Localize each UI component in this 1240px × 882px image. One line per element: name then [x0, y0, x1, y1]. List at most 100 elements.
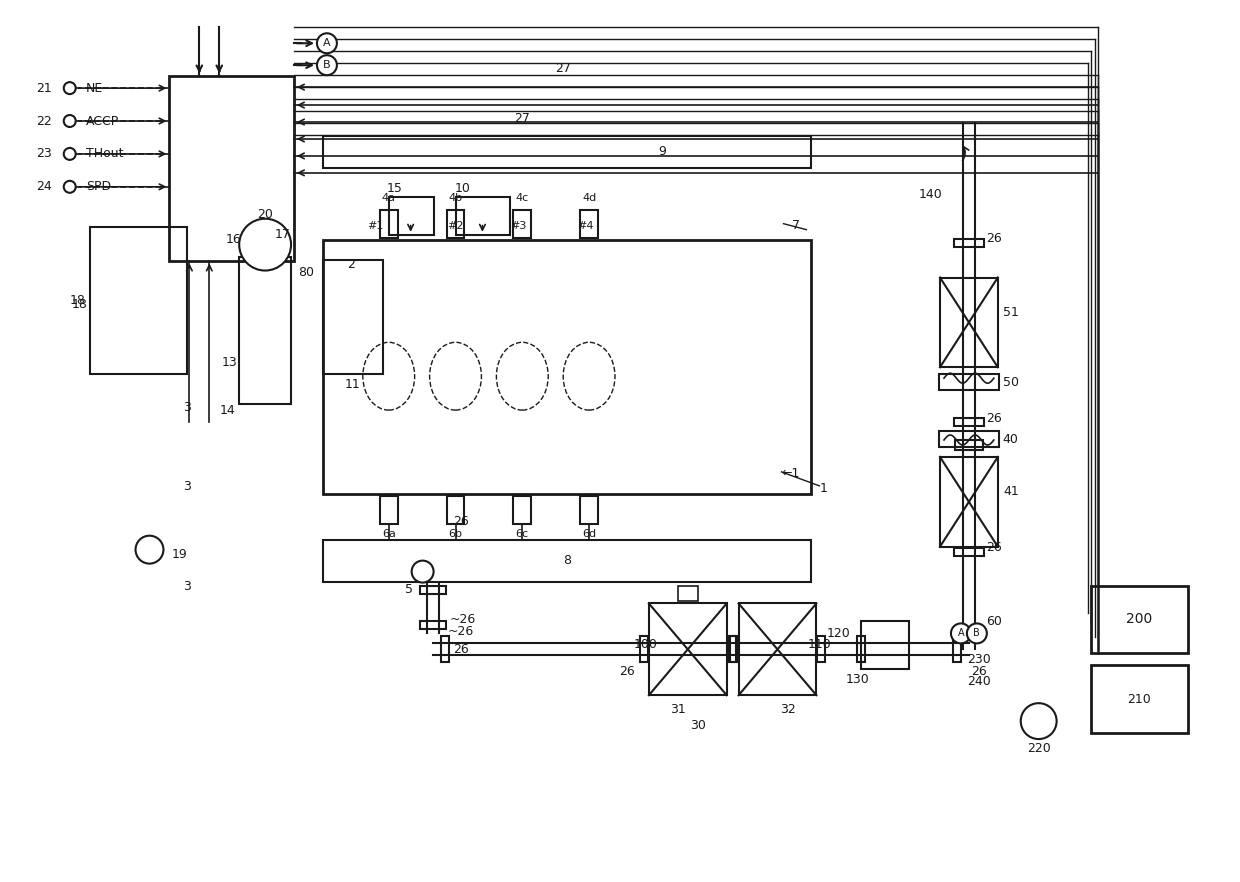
Text: 24: 24: [36, 180, 52, 193]
Text: 26: 26: [986, 232, 1002, 245]
Text: 6d: 6d: [582, 528, 596, 539]
Text: 80: 80: [298, 266, 314, 279]
Text: 13: 13: [222, 355, 237, 369]
Text: ACCP: ACCP: [86, 115, 119, 128]
Text: 50: 50: [1003, 376, 1019, 389]
Text: 51: 51: [1003, 306, 1019, 319]
Text: #1: #1: [367, 220, 384, 231]
Text: ←1: ←1: [781, 467, 800, 481]
Text: NE: NE: [86, 82, 103, 94]
Text: 10: 10: [455, 183, 470, 195]
Text: 15: 15: [387, 183, 403, 195]
Bar: [513, 210, 531, 237]
Text: 31: 31: [670, 703, 686, 715]
Text: 23: 23: [36, 147, 52, 161]
Bar: [939, 374, 998, 390]
Text: 4d: 4d: [582, 193, 596, 203]
Bar: [141, 542, 157, 557]
Circle shape: [967, 624, 987, 643]
Text: #4: #4: [577, 220, 594, 231]
Bar: [729, 637, 738, 662]
Text: 19: 19: [171, 548, 187, 561]
Bar: [379, 496, 398, 524]
Bar: [580, 210, 598, 237]
Bar: [954, 239, 983, 247]
Bar: [322, 240, 811, 494]
Bar: [513, 496, 531, 524]
Bar: [89, 227, 187, 374]
Bar: [419, 586, 445, 594]
Bar: [1090, 586, 1188, 654]
Text: 6c: 6c: [516, 528, 529, 539]
Text: ~26: ~26: [448, 625, 474, 638]
Circle shape: [317, 56, 337, 75]
Bar: [739, 603, 816, 695]
Text: 26: 26: [986, 412, 1002, 424]
Text: 7: 7: [792, 220, 801, 232]
Text: B: B: [973, 628, 981, 639]
Bar: [857, 637, 866, 662]
Text: 22: 22: [36, 115, 52, 128]
Bar: [649, 603, 727, 695]
Text: 200: 200: [1126, 612, 1152, 626]
Text: 3: 3: [184, 400, 191, 414]
Text: 1: 1: [820, 482, 827, 496]
Text: 41: 41: [1003, 485, 1018, 498]
Text: 40: 40: [1003, 432, 1019, 445]
Text: 11: 11: [345, 377, 361, 391]
Bar: [954, 637, 961, 662]
Circle shape: [239, 219, 291, 271]
Circle shape: [63, 115, 76, 127]
Bar: [446, 210, 465, 237]
Text: 14: 14: [219, 404, 236, 416]
Bar: [440, 637, 449, 662]
Text: 20: 20: [257, 208, 273, 221]
Circle shape: [63, 148, 76, 160]
Text: 220: 220: [1027, 742, 1050, 754]
Text: 230: 230: [967, 653, 991, 666]
Text: 26: 26: [971, 665, 987, 677]
Text: SPD: SPD: [86, 180, 110, 193]
Text: 8: 8: [563, 554, 572, 567]
Bar: [728, 637, 735, 662]
Bar: [455, 197, 511, 235]
Bar: [239, 257, 291, 404]
Text: 32: 32: [780, 703, 795, 715]
Text: 21: 21: [36, 82, 52, 94]
Bar: [388, 197, 434, 235]
Text: #2: #2: [448, 220, 464, 231]
Text: B: B: [324, 60, 331, 71]
Bar: [954, 418, 983, 426]
Text: 27: 27: [515, 111, 531, 124]
Bar: [940, 457, 998, 547]
Circle shape: [951, 624, 971, 643]
Bar: [419, 622, 445, 630]
Text: 27: 27: [556, 62, 572, 75]
Text: 5: 5: [404, 583, 413, 596]
Bar: [322, 540, 811, 581]
Text: 16: 16: [226, 233, 241, 246]
Circle shape: [135, 535, 164, 564]
Text: 17: 17: [275, 228, 291, 241]
Circle shape: [63, 181, 76, 193]
Text: 2: 2: [347, 258, 355, 271]
Bar: [322, 259, 383, 374]
Bar: [954, 548, 983, 556]
Text: 60: 60: [986, 615, 1002, 628]
Bar: [322, 136, 811, 168]
Bar: [170, 76, 294, 260]
Bar: [939, 431, 998, 447]
Text: 30: 30: [689, 719, 706, 731]
Bar: [580, 496, 598, 524]
Text: 130: 130: [846, 673, 869, 685]
Text: 26: 26: [453, 643, 469, 656]
Text: 6b: 6b: [449, 528, 463, 539]
Bar: [446, 496, 465, 524]
Bar: [678, 586, 698, 602]
Circle shape: [63, 82, 76, 94]
Circle shape: [1021, 703, 1056, 739]
Circle shape: [317, 34, 337, 53]
Text: 100: 100: [634, 638, 658, 651]
Bar: [862, 622, 909, 669]
Text: #3: #3: [510, 220, 527, 231]
